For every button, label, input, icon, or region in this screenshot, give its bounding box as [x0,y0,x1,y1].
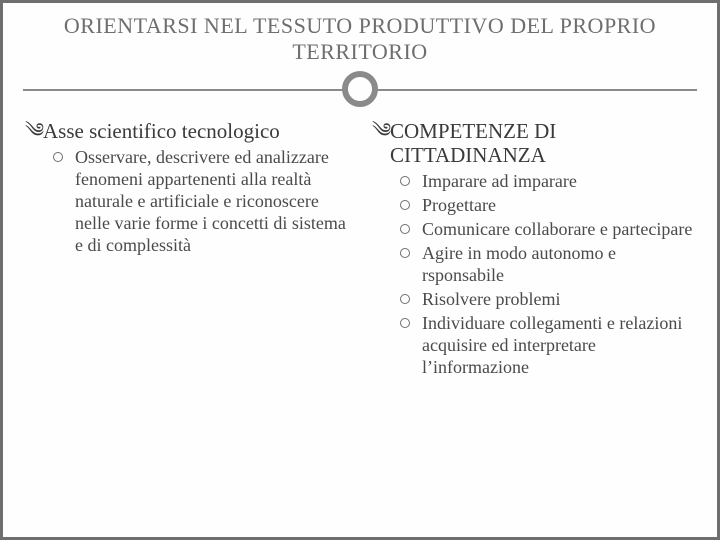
swirl-icon: ༄ [25,119,43,143]
left-list: Osservare, descrivere ed analizzare feno… [53,147,348,257]
slide-title: ORIENTARSI NEL TESSUTO PRODUTTIVO DEL PR… [3,3,717,71]
right-heading: ༄ COMPETENZE DI CITTADINANZA [372,119,695,167]
right-column: ༄ COMPETENZE DI CITTADINANZA Imparare ad… [372,117,695,381]
left-heading-text: Asse scientifico tecnologico [43,119,280,143]
swirl-icon: ༄ [372,119,390,143]
content-columns: ༄ Asse scientifico tecnologico Osservare… [3,117,717,381]
list-item: Osservare, descrivere ed analizzare feno… [53,147,348,257]
list-item: Agire in modo autonomo e rsponsabile [400,243,695,287]
list-item: Imparare ad imparare [400,171,695,193]
right-heading-text: COMPETENZE DI CITTADINANZA [390,119,695,167]
divider-circle-icon [342,71,378,107]
slide: ORIENTARSI NEL TESSUTO PRODUTTIVO DEL PR… [0,0,720,540]
list-item: Individuare collegamenti e relazioni acq… [400,313,695,379]
list-item: Comunicare collaborare e partecipare [400,219,695,241]
right-list: Imparare ad imparare Progettare Comunica… [400,171,695,379]
left-column: ༄ Asse scientifico tecnologico Osservare… [25,117,348,381]
list-item: Risolvere problemi [400,289,695,311]
title-divider [23,71,697,111]
left-heading: ༄ Asse scientifico tecnologico [25,119,348,143]
list-item: Progettare [400,195,695,217]
